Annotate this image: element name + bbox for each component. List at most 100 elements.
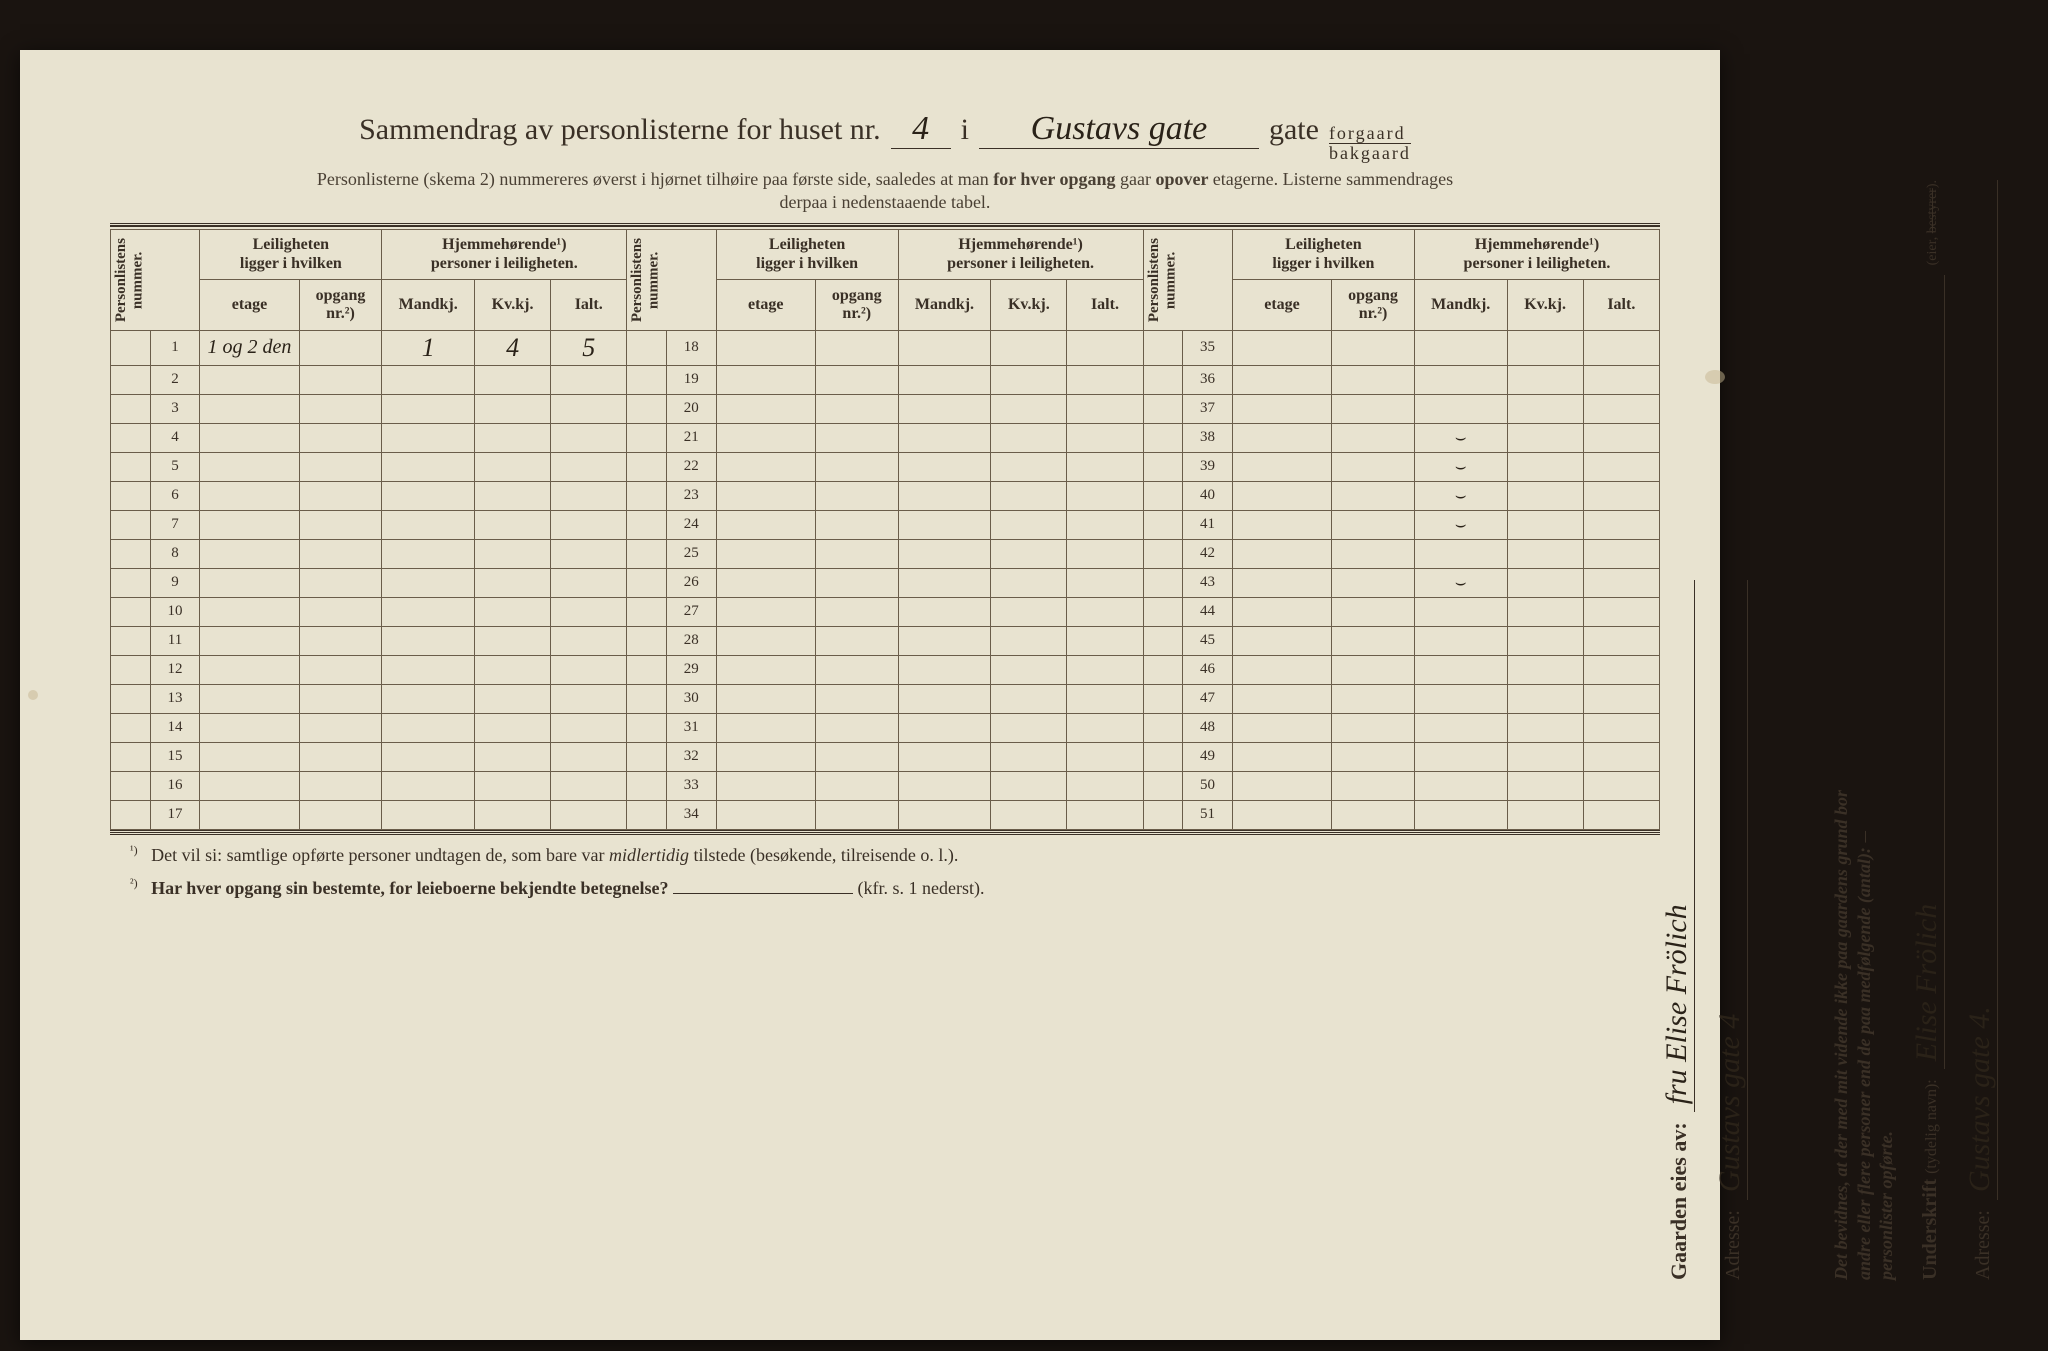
- cell: [1583, 800, 1659, 829]
- cell: [1232, 742, 1331, 771]
- tick-mark: ⌣: [1455, 485, 1467, 505]
- cell: [299, 771, 382, 800]
- cell: [299, 423, 382, 452]
- cell: [991, 597, 1067, 626]
- row-number: 49: [1183, 742, 1233, 771]
- header-personlistens: Personlistensnummer.: [113, 234, 146, 326]
- cell: [1067, 539, 1143, 568]
- census-form-page: Sammendrag av personlisterne for huset n…: [20, 50, 1720, 1340]
- table-row: 173451: [111, 800, 1660, 829]
- cell: [1507, 771, 1583, 800]
- cell: [1414, 713, 1507, 742]
- signature-panel: Det bevidnes, at der med mit vidende ikk…: [1830, 180, 2016, 1280]
- cell: [1332, 539, 1415, 568]
- cell: [1583, 539, 1659, 568]
- cell: [1332, 771, 1415, 800]
- owner-name-value: fru Elise Frölich: [1660, 580, 1695, 1112]
- cell: [299, 626, 382, 655]
- cell: 1: [382, 330, 475, 365]
- cell: ⌣: [1414, 510, 1507, 539]
- cell: [200, 626, 299, 655]
- tick-mark: ⌣: [1455, 514, 1467, 534]
- cell: [1232, 800, 1331, 829]
- header-etage: etage: [200, 280, 299, 331]
- cell: [716, 330, 815, 365]
- row-number: 11: [150, 626, 200, 655]
- cell: [475, 539, 551, 568]
- row-number: 38: [1183, 423, 1233, 452]
- cell: [200, 481, 299, 510]
- cell: [898, 539, 991, 568]
- cell: [475, 510, 551, 539]
- row-number: 26: [666, 568, 716, 597]
- row-number: 44: [1183, 597, 1233, 626]
- row-number: 33: [666, 771, 716, 800]
- cell: [716, 365, 815, 394]
- table-row: 143148: [111, 713, 1660, 742]
- cell: [815, 597, 898, 626]
- cell: [1332, 510, 1415, 539]
- cell: [382, 597, 475, 626]
- cell: [1414, 330, 1507, 365]
- forgaard-bakgaard: forgaard bakgaard: [1329, 124, 1411, 162]
- row-number: 29: [666, 655, 716, 684]
- cell: [1232, 394, 1331, 423]
- cell: [1232, 684, 1331, 713]
- cell: 4: [475, 330, 551, 365]
- cell: [898, 597, 991, 626]
- cell: [382, 713, 475, 742]
- cell: [200, 394, 299, 423]
- cell: [1332, 626, 1415, 655]
- cell: [991, 655, 1067, 684]
- row-number: 9: [150, 568, 200, 597]
- cell: [1507, 330, 1583, 365]
- cell: [1507, 626, 1583, 655]
- row-number: 22: [666, 452, 716, 481]
- cell: [1507, 655, 1583, 684]
- cell: [1583, 365, 1659, 394]
- cell: [1332, 365, 1415, 394]
- cell: [382, 452, 475, 481]
- header-kvkj: Kv.kj.: [991, 280, 1067, 331]
- header-etage: etage: [716, 280, 815, 331]
- cell: [815, 568, 898, 597]
- header-opgang: opgangnr.²): [1332, 280, 1415, 331]
- header-kvkj: Kv.kj.: [475, 280, 551, 331]
- cell: [1414, 365, 1507, 394]
- cell: [991, 330, 1067, 365]
- cell: [382, 365, 475, 394]
- header-leilighet: Leilighetenligger i hvilken: [200, 229, 382, 280]
- cell: ⌣: [1414, 481, 1507, 510]
- row-number: 36: [1183, 365, 1233, 394]
- table-row: 82542: [111, 539, 1660, 568]
- row-number: 46: [1183, 655, 1233, 684]
- cell: [1332, 452, 1415, 481]
- header-opgang: opgangnr.²): [815, 280, 898, 331]
- cell: [551, 713, 627, 742]
- cell: [382, 626, 475, 655]
- cell: [716, 510, 815, 539]
- cell: [551, 597, 627, 626]
- cell: [716, 655, 815, 684]
- cell: [551, 800, 627, 829]
- cell: [1583, 481, 1659, 510]
- header-mandkj: Mandkj.: [1414, 280, 1507, 331]
- owner-label: Gaarden eies av:: [1666, 1122, 1692, 1280]
- cell: [1414, 597, 1507, 626]
- cell: [299, 330, 382, 365]
- cell: [299, 481, 382, 510]
- cell: [475, 684, 551, 713]
- row-number: 45: [1183, 626, 1233, 655]
- owner-adresse-label: Adresse:: [1722, 1210, 1745, 1280]
- row-number: 34: [666, 800, 716, 829]
- cell: [1067, 655, 1143, 684]
- cell: [1332, 423, 1415, 452]
- cell: [299, 452, 382, 481]
- cell: [475, 597, 551, 626]
- cell: [475, 568, 551, 597]
- cell: [898, 330, 991, 365]
- cell: [716, 771, 815, 800]
- cell: [1583, 713, 1659, 742]
- cell: [475, 800, 551, 829]
- cell: [299, 568, 382, 597]
